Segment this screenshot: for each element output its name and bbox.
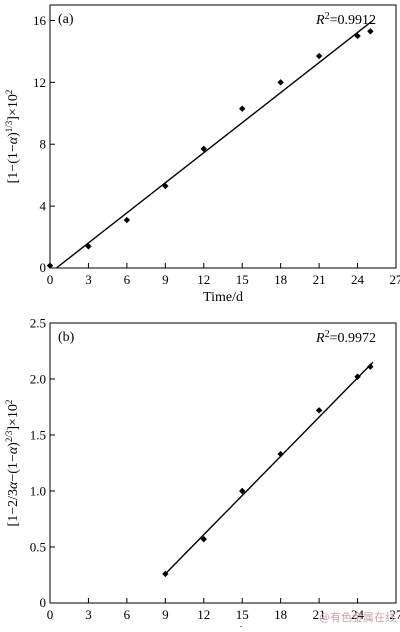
y-tick-label: 0.5 — [30, 540, 46, 555]
x-tick-label: 9 — [162, 272, 169, 287]
fit-line — [56, 20, 373, 268]
y-axis-title: [1−(1−α)1/3]×102 — [4, 90, 21, 184]
y-tick-label: 1.0 — [30, 484, 46, 499]
y-tick-label: 16 — [33, 13, 47, 28]
y-tick-label: 2.5 — [30, 316, 46, 331]
data-point — [367, 28, 373, 34]
data-point — [124, 217, 130, 223]
plot-frame — [50, 5, 396, 268]
y-tick-label: 2.0 — [30, 372, 46, 387]
y-tick-label: 1.5 — [30, 428, 46, 443]
y-axis-title: [1−2/3α−(1−α)2/3]×102 — [4, 400, 21, 527]
r-squared-annotation: R2=0.9972 — [315, 329, 376, 347]
x-tick-label: 6 — [124, 272, 131, 287]
x-tick-label: 27 — [390, 272, 400, 287]
x-tick-label: 0 — [47, 607, 54, 622]
x-tick-label: 18 — [274, 272, 287, 287]
chart-panel-0: 0 3 6 9 12 15 18 21 24 27 4 8 12 16 0 (a) R2=0.9912 Time/… — [4, 5, 400, 305]
x-tick-label: 15 — [236, 272, 249, 287]
x-tick-label: 0 — [47, 272, 54, 287]
y-tick-label-zero: 0 — [40, 260, 47, 275]
data-point — [277, 451, 283, 457]
watermark-text: @有色金属在线 — [319, 610, 396, 624]
fit-line — [165, 362, 373, 574]
x-tick-label: 3 — [85, 272, 92, 287]
x-tick-label: 15 — [236, 607, 249, 622]
x-tick-label: 3 — [85, 607, 92, 622]
x-tick-label: 21 — [313, 272, 326, 287]
x-tick-label: 12 — [197, 272, 210, 287]
x-tick-label: 18 — [274, 607, 287, 622]
x-tick-label: 24 — [351, 272, 365, 287]
x-tick-label: 12 — [197, 607, 210, 622]
data-point — [239, 105, 245, 111]
panel-label: (b) — [58, 330, 75, 345]
panel-label: (a) — [58, 12, 74, 27]
data-point — [367, 363, 373, 369]
r-squared-annotation: R2=0.9912 — [315, 11, 376, 29]
y-tick-label: 8 — [40, 137, 47, 152]
x-tick-label: 6 — [124, 607, 131, 622]
data-point — [277, 79, 283, 85]
y-tick-label: 12 — [33, 75, 46, 90]
plot-frame — [50, 323, 396, 603]
data-point — [316, 407, 322, 413]
data-point — [354, 374, 360, 380]
x-axis-title: Time/d — [203, 290, 243, 305]
x-tick-label: 9 — [162, 607, 169, 622]
y-tick-label: 4 — [40, 199, 47, 214]
data-point — [316, 53, 322, 59]
y-tick-label-zero: 0 — [40, 595, 47, 610]
